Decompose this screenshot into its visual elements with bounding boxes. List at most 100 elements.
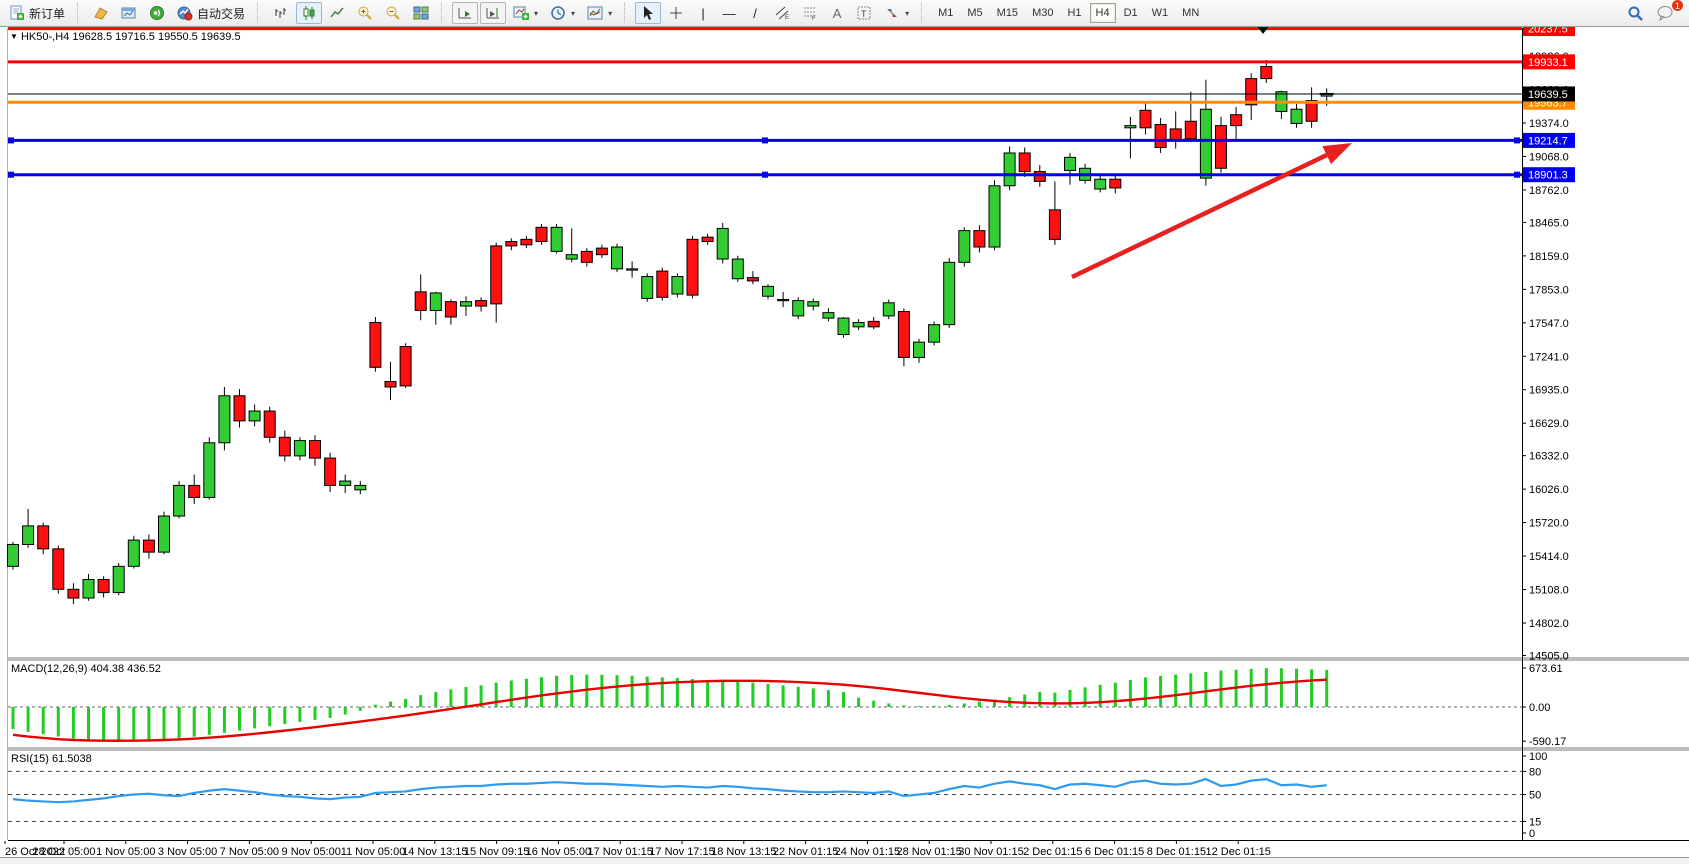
text-tool-button[interactable]: A (825, 2, 849, 24)
candle-body (988, 185, 1001, 248)
bar-chart-button[interactable] (268, 2, 294, 24)
candle-body (248, 410, 261, 422)
zoom-out-button[interactable] (380, 2, 406, 24)
date-label: 15 Nov 09:15 (464, 846, 529, 858)
candle-body (852, 321, 865, 328)
candle-body (52, 548, 65, 590)
rsi-scale-label: 50 (1529, 790, 1541, 802)
new-order-icon (10, 5, 24, 20)
hline-handle (762, 171, 768, 178)
date-label: 7 Nov 05:00 (220, 846, 279, 858)
macd-signal-line (12, 678, 1327, 742)
tf-button-H4[interactable]: H4 (1089, 3, 1116, 23)
chart-window: ▼ HK50-,H4 19628.5 19716.5 19550.5 19639… (0, 27, 1689, 864)
candle-body (278, 436, 291, 457)
candle-body (1094, 178, 1107, 190)
text-icon: A (832, 5, 842, 21)
candle-body (716, 227, 729, 260)
candle-body (837, 317, 850, 336)
date-label: 3 Nov 05:00 (158, 846, 217, 858)
date-label: 9 Nov 05:00 (282, 846, 341, 858)
new-chart-button[interactable] (88, 2, 114, 24)
date-label: 17 Nov 01:15 (587, 846, 652, 858)
search-button[interactable] (1622, 2, 1649, 24)
trend-arrow[interactable] (1071, 143, 1352, 280)
chart-canvas[interactable]: 19986.019680.019374.019068.018762.018465… (0, 27, 1689, 864)
price-badge (1523, 132, 1575, 148)
notifications-button[interactable]: 1 (1651, 0, 1684, 24)
candle-body (1064, 156, 1076, 171)
candlestick-chart-button[interactable] (296, 2, 323, 24)
trendline-tool-button[interactable]: / (743, 2, 767, 24)
indicators-button[interactable]: ▾ (508, 2, 543, 24)
rsi-scale-label: 15 (1529, 816, 1541, 828)
candle-body (490, 245, 503, 305)
tf-button-M15[interactable]: M15 (996, 7, 1019, 19)
indicators-icon (513, 6, 530, 20)
candle-body (928, 324, 941, 343)
periods-button[interactable]: ▾ (545, 2, 580, 24)
price-tick-label: 16629.0 (1529, 418, 1569, 430)
fibonacci-tool-button[interactable]: F (797, 2, 823, 24)
crosshair-tool-button[interactable] (663, 2, 689, 24)
new-chart-icon (94, 7, 108, 20)
macd-name: MACD(12,26,9) (11, 663, 88, 675)
profiles-button[interactable] (116, 2, 142, 24)
tf-button-H1[interactable]: H1 (1067, 7, 1082, 19)
chart-shift-button[interactable] (480, 2, 507, 24)
horizontal-line-tool-button[interactable]: — (717, 2, 741, 24)
new-order-label: 新订单 (29, 6, 66, 21)
price-tick-label: 19068.0 (1529, 151, 1569, 163)
hline-handle (1514, 137, 1520, 144)
candle-body (112, 565, 125, 594)
tf-button-MN[interactable]: MN (1182, 7, 1200, 19)
tf-button-D1[interactable]: D1 (1123, 7, 1138, 19)
templates-button[interactable]: ▾ (582, 2, 617, 24)
candle-body (82, 578, 95, 599)
tile-windows-button[interactable] (408, 2, 434, 24)
horizontal-lines[interactable] (8, 27, 1522, 178)
tf-button-M1[interactable]: M1 (938, 7, 954, 19)
hline-handle (8, 137, 14, 144)
chat-bubble-icon (1657, 6, 1673, 21)
new-order-button[interactable]: 新订单 (4, 2, 70, 24)
date-label: 28 Nov 01:15 (896, 846, 961, 858)
candle-body (701, 236, 714, 243)
market-watch-button[interactable] (144, 2, 170, 24)
collapse-triangle-icon[interactable]: ▼ (10, 32, 18, 41)
zoom-in-button[interactable] (352, 2, 378, 24)
candle-body (414, 291, 427, 311)
date-label: 24 Nov 01:15 (835, 846, 900, 858)
arrows-tool-button[interactable]: ▾ (879, 2, 914, 24)
vertical-line-tool-button[interactable]: | (691, 2, 715, 24)
tf-button-M5[interactable]: M5 (967, 7, 983, 19)
date-label: 6 Dec 01:15 (1085, 846, 1144, 858)
label-tool-button[interactable]: T (851, 2, 877, 24)
main-toolbar: 新订单 自动交易 ▾ ▾ (0, 0, 1689, 27)
candle-body (1199, 108, 1212, 179)
auto-trading-button[interactable]: 自动交易 (172, 2, 250, 24)
line-chart-button[interactable] (324, 2, 350, 24)
candle-body (520, 238, 533, 246)
macd-indicator-label: MACD(12,26,9) 404.38 436.52 (11, 663, 161, 675)
candle-body (686, 238, 699, 296)
candle-body (1124, 125, 1137, 129)
price-axis[interactable]: 19986.019680.019374.019068.018762.018465… (1522, 27, 1575, 840)
channel-tool-button[interactable]: E (769, 2, 795, 24)
tf-button-M30[interactable]: M30 (1032, 7, 1054, 19)
candle-body (731, 258, 744, 280)
candle-body (339, 480, 352, 486)
candle-body (218, 395, 231, 444)
trendline-icon: / (753, 5, 757, 21)
vertical-line-icon: | (701, 5, 705, 21)
candle-body (580, 250, 593, 263)
tf-button-W1[interactable]: W1 (1151, 7, 1169, 19)
price-badge-text: 19933.1 (1528, 57, 1568, 69)
symbol-name: HK50-,H4 (20, 31, 70, 43)
rsi-line (12, 777, 1327, 804)
auto-scroll-button[interactable] (452, 2, 479, 24)
price-badge (1523, 54, 1575, 70)
cursor-tool-button[interactable] (635, 2, 662, 24)
candle-body (399, 346, 412, 387)
